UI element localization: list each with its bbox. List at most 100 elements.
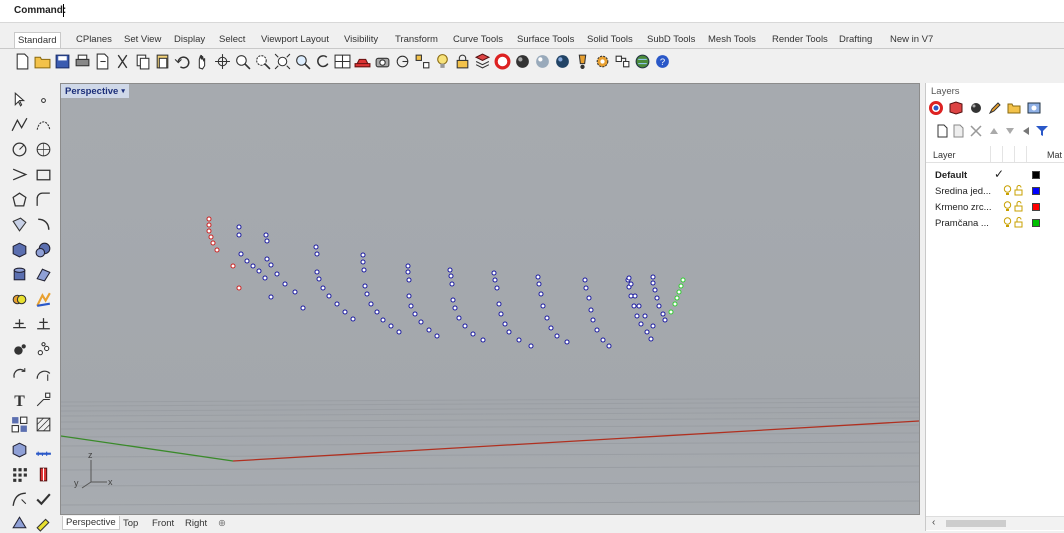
point-cloud[interactable]: [206, 216, 686, 349]
move-left-icon[interactable]: [1018, 123, 1034, 139]
viewport-tab-top[interactable]: Top: [123, 518, 139, 529]
circle-icon[interactable]: [8, 138, 30, 160]
control-point[interactable]: [396, 329, 402, 335]
control-point[interactable]: [548, 325, 554, 331]
layer-row[interactable]: Pramčana ...: [926, 215, 1064, 231]
object-properties-icon[interactable]: [612, 50, 632, 72]
color-wheel-icon[interactable]: [928, 100, 944, 116]
layer-row[interactable]: Krmeno zrc...: [926, 199, 1064, 215]
zoom-window-icon[interactable]: [252, 50, 272, 72]
folder-tab-icon[interactable]: [1006, 100, 1022, 116]
control-point[interactable]: [360, 252, 366, 258]
command-bar[interactable]: Command:: [0, 0, 1064, 23]
control-point[interactable]: [238, 251, 244, 257]
control-point[interactable]: [274, 271, 280, 277]
control-point[interactable]: [282, 281, 288, 287]
control-point[interactable]: [582, 277, 588, 283]
control-point[interactable]: [368, 301, 374, 307]
control-point[interactable]: [230, 263, 236, 269]
rectangle-icon[interactable]: [32, 163, 54, 185]
control-point[interactable]: [676, 289, 682, 295]
control-point[interactable]: [313, 244, 319, 250]
control-point[interactable]: [388, 323, 394, 329]
control-point[interactable]: [263, 232, 269, 238]
control-point[interactable]: [208, 234, 214, 240]
control-point[interactable]: [588, 307, 594, 313]
fillet-icon[interactable]: [32, 188, 54, 210]
control-point[interactable]: [606, 343, 612, 349]
add-viewport-icon[interactable]: ⊕: [218, 518, 226, 529]
control-point[interactable]: [314, 269, 320, 275]
arc-icon[interactable]: [8, 163, 30, 185]
tab-transform[interactable]: Transform: [395, 34, 438, 45]
tab-display[interactable]: Display: [174, 34, 206, 45]
control-point[interactable]: [406, 277, 412, 283]
tab-surface-tools[interactable]: Surface Tools: [517, 34, 575, 45]
control-point[interactable]: [535, 274, 541, 280]
light-icon[interactable]: [572, 50, 592, 72]
control-point[interactable]: [244, 258, 250, 264]
control-point[interactable]: [405, 263, 411, 269]
viewport-tab-perspective[interactable]: Perspective: [62, 516, 120, 530]
zoom-selected-icon[interactable]: [292, 50, 312, 72]
col-layer[interactable]: Layer: [933, 150, 956, 160]
render-color-icon[interactable]: [492, 50, 512, 72]
scroll-left-icon[interactable]: ‹: [932, 517, 936, 528]
measure-icon[interactable]: [32, 438, 54, 460]
control-point[interactable]: [470, 331, 476, 337]
control-point[interactable]: [564, 339, 570, 345]
control-point[interactable]: [412, 311, 418, 317]
current-layer-check-icon[interactable]: ✓: [994, 167, 1005, 181]
control-point[interactable]: [494, 285, 500, 291]
scroll-thumb[interactable]: [946, 520, 1006, 527]
help-icon[interactable]: ?: [652, 50, 672, 72]
control-point[interactable]: [360, 259, 366, 265]
polygon-icon[interactable]: [8, 188, 30, 210]
control-point[interactable]: [206, 216, 212, 222]
rotate-3d-icon[interactable]: [32, 363, 54, 385]
control-point[interactable]: [250, 263, 256, 269]
control-point[interactable]: [672, 301, 678, 307]
control-point[interactable]: [636, 303, 642, 309]
viewport-tab-front[interactable]: Front: [152, 518, 175, 529]
zoom-extents-icon[interactable]: [272, 50, 292, 72]
layer-row[interactable]: Sredina jed...: [926, 183, 1064, 199]
control-point[interactable]: [236, 285, 242, 291]
surface-icon[interactable]: [8, 213, 30, 235]
layers-horizontal-scrollbar[interactable]: ‹: [926, 516, 1064, 530]
import-icon[interactable]: [92, 50, 112, 72]
tab-curve-tools[interactable]: Curve Tools: [453, 34, 503, 45]
viewport-tab-right[interactable]: Right: [185, 518, 208, 529]
grid-snap-icon[interactable]: [412, 50, 432, 72]
sphere-icon[interactable]: [32, 238, 54, 260]
control-point[interactable]: [648, 336, 654, 342]
control-point[interactable]: [502, 321, 508, 327]
dimension-icon[interactable]: [8, 313, 30, 335]
control-point[interactable]: [662, 317, 668, 323]
block-icon[interactable]: [8, 413, 30, 435]
text-icon[interactable]: T: [8, 388, 30, 410]
control-point[interactable]: [405, 269, 411, 275]
control-point[interactable]: [540, 303, 546, 309]
undo-view-icon[interactable]: [312, 50, 332, 72]
control-point[interactable]: [206, 228, 212, 234]
tab-standard[interactable]: Standard: [14, 32, 61, 48]
filter-icon[interactable]: [1034, 123, 1050, 139]
layers-tab-icon[interactable]: [948, 100, 964, 116]
perspective-viewport[interactable]: z y x Perspective ▾: [60, 83, 920, 515]
hatch-icon[interactable]: [32, 413, 54, 435]
control-point[interactable]: [544, 315, 550, 321]
move-up-icon[interactable]: [986, 123, 1002, 139]
tab-render-tools[interactable]: Render Tools: [772, 34, 828, 45]
control-point[interactable]: [632, 293, 638, 299]
control-point[interactable]: [264, 256, 270, 262]
control-point[interactable]: [654, 295, 660, 301]
control-point[interactable]: [528, 343, 534, 349]
control-point[interactable]: [434, 333, 440, 339]
control-point[interactable]: [642, 313, 648, 319]
settings-gear-icon[interactable]: [592, 50, 612, 72]
control-point[interactable]: [638, 321, 644, 327]
control-point[interactable]: [628, 281, 634, 287]
control-point[interactable]: [320, 285, 326, 291]
move-down-icon[interactable]: [1002, 123, 1018, 139]
